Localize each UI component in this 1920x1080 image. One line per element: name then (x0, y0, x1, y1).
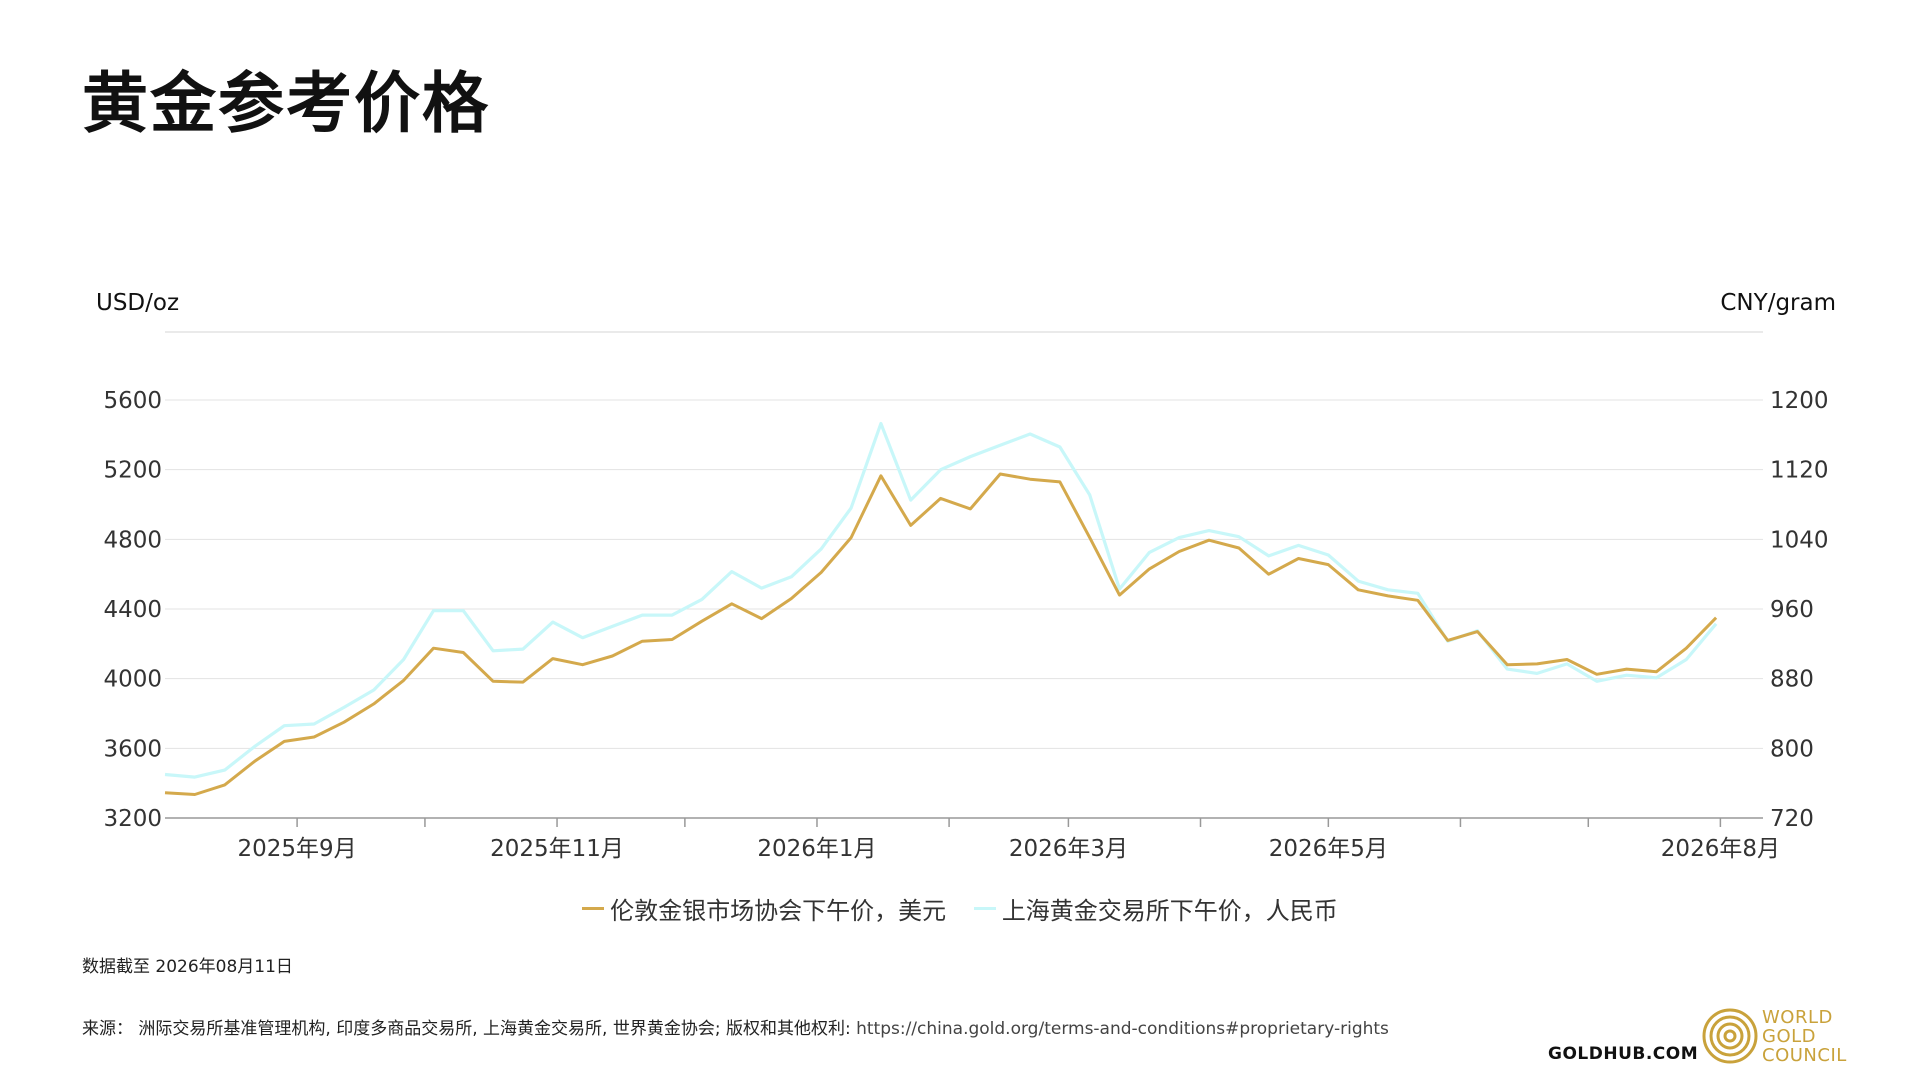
source-note: 来源： 洲际交易所基准管理机构, 印度多商品交易所, 上海黄金交易所, 世界黄金… (82, 1014, 1389, 1039)
y-right-tick-label: 960 (1770, 597, 1814, 623)
data-date-note: 数据截至 2026年08月11日 (82, 952, 293, 977)
series-line-sge (164, 421, 1718, 779)
x-tick-label: 2026年3月 (1009, 836, 1128, 862)
page-title: 黄金参考价格 (82, 65, 490, 142)
chart-legend: 伦敦金银市场协会下午价，美元 上海黄金交易所下午价，人民币 (0, 888, 1920, 926)
wgc-line-2: GOLD (1762, 1026, 1817, 1047)
series-line-lbma (164, 472, 1718, 796)
data-date-value: 2026年08月11日 (155, 957, 293, 977)
legend-swatch-lbma (582, 907, 605, 910)
y-left-tick-label: 4000 (103, 667, 162, 693)
y-right-tick-label: 720 (1770, 806, 1814, 832)
axis-layer (165, 817, 1763, 827)
label-layer: 3200 720 3600 800 4000 880 4400 960 4800 1040 5200… (96, 290, 1836, 862)
source-text: 洲际交易所基准管理机构, 印度多商品交易所, 上海黄金交易所, 世界黄金协会; … (138, 1019, 851, 1039)
y-left-axis-title: USD/oz (96, 290, 179, 316)
legend-item-sge[interactable]: 上海黄金交易所下午价，人民币 (973, 891, 1338, 926)
y-right-tick-label: 880 (1770, 667, 1814, 693)
legend-label-lbma: 伦敦金银市场协会下午价，美元 (610, 897, 947, 925)
y-left-tick-label: 3600 (103, 736, 162, 762)
legend-item-lbma[interactable]: 伦敦金银市场协会下午价，美元 (582, 891, 946, 926)
source-link[interactable]: https://china.gold.org/terms-and-conditi… (856, 1019, 1389, 1039)
y-left-tick-label: 5200 (103, 458, 162, 484)
y-right-tick-label: 1120 (1770, 458, 1829, 484)
goldhub-link[interactable]: GOLDHUB.COM (1548, 1044, 1699, 1064)
wgc-line-1: WORLD (1762, 1007, 1833, 1028)
source-label: 来源： (82, 1019, 133, 1039)
legend-swatch-sge (973, 907, 996, 910)
x-tick-label: 2026年5月 (1269, 836, 1388, 862)
legend-label-sge: 上海黄金交易所下午价，人民币 (1001, 897, 1338, 925)
y-right-tick-label: 1200 (1770, 388, 1829, 414)
y-left-tick-label: 4400 (103, 597, 162, 623)
y-right-axis-title: CNY/gram (1720, 290, 1836, 316)
x-tick-label: 2026年8月 (1661, 836, 1780, 862)
wgc-line-3: COUNCIL (1762, 1045, 1847, 1066)
data-date-prefix: 数据截至 (82, 957, 150, 977)
y-left-tick-label: 3200 (103, 806, 162, 832)
wgc-logo[interactable]: WORLD GOLD COUNCIL (1702, 1008, 1862, 1066)
y-left-tick-label: 5600 (103, 388, 162, 414)
wgc-rings-icon (1702, 1008, 1758, 1064)
x-tick-label: 2025年9月 (238, 836, 357, 862)
grid-layer (165, 331, 1763, 749)
x-tick-label: 2025年11月 (490, 836, 624, 862)
wgc-wordmark: WORLD GOLD COUNCIL (1762, 1008, 1847, 1065)
y-left-tick-label: 4800 (103, 527, 162, 553)
y-right-tick-label: 1040 (1770, 527, 1829, 553)
x-tick-label: 2026年1月 (757, 836, 876, 862)
y-right-tick-label: 800 (1770, 736, 1814, 762)
series-layer (164, 421, 1718, 796)
